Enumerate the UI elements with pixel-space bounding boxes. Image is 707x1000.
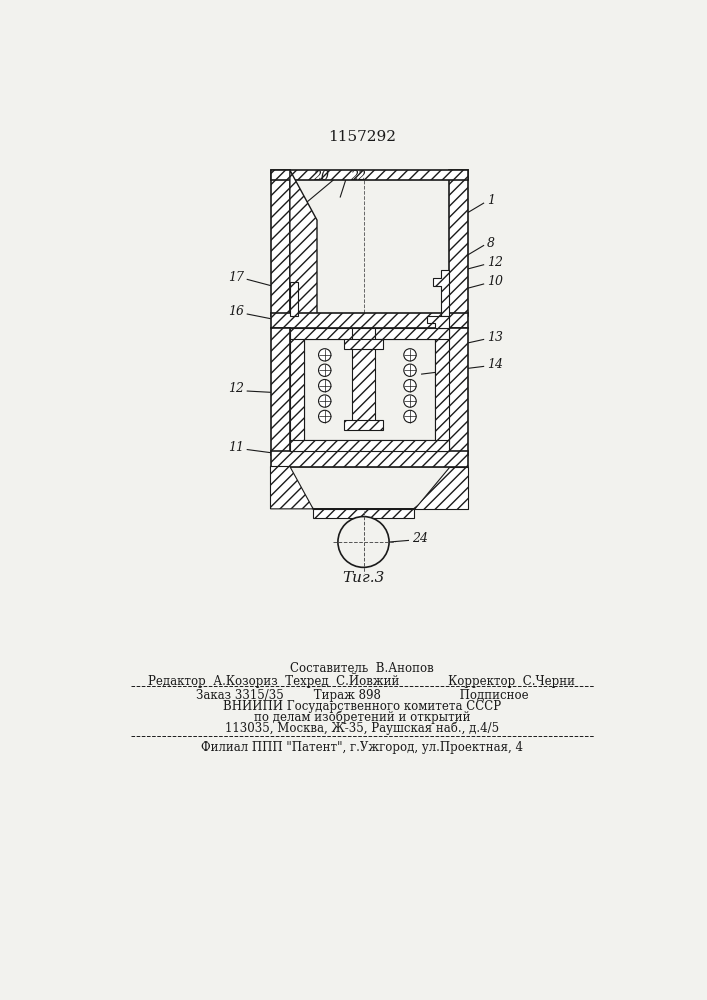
- Circle shape: [404, 379, 416, 392]
- Circle shape: [404, 395, 416, 407]
- Text: 20: 20: [313, 170, 329, 183]
- Circle shape: [319, 364, 331, 376]
- Text: 14: 14: [486, 358, 503, 371]
- Text: Составитель  В.Анопов: Составитель В.Анопов: [290, 662, 434, 675]
- Polygon shape: [414, 466, 468, 509]
- Text: 1: 1: [486, 194, 495, 207]
- Text: 12: 12: [486, 256, 503, 269]
- Bar: [271, 328, 290, 455]
- Bar: [344, 339, 383, 349]
- Polygon shape: [271, 466, 468, 509]
- Text: 17: 17: [228, 271, 244, 284]
- Polygon shape: [271, 466, 313, 509]
- Bar: [449, 170, 468, 316]
- Polygon shape: [433, 270, 449, 316]
- Circle shape: [404, 410, 416, 423]
- Text: по делам изобретений и открытий: по делам изобретений и открытий: [254, 711, 470, 724]
- Text: 10: 10: [486, 275, 503, 288]
- Text: 24: 24: [411, 532, 428, 545]
- Text: Τиг.3: Τиг.3: [342, 571, 385, 585]
- Bar: [271, 312, 468, 328]
- Bar: [344, 420, 383, 430]
- Bar: [290, 282, 298, 316]
- Text: 12: 12: [228, 382, 244, 395]
- Text: 1157292: 1157292: [328, 130, 396, 144]
- Text: 11: 11: [228, 441, 244, 454]
- Bar: [290, 328, 304, 451]
- Polygon shape: [290, 170, 317, 316]
- Bar: [271, 451, 468, 466]
- Circle shape: [319, 410, 331, 423]
- Circle shape: [338, 517, 389, 567]
- Circle shape: [404, 349, 416, 361]
- Bar: [290, 440, 449, 451]
- Bar: [271, 170, 290, 316]
- Text: 16: 16: [228, 305, 244, 318]
- Bar: [304, 339, 435, 440]
- Text: 8: 8: [486, 237, 495, 250]
- Circle shape: [319, 349, 331, 361]
- Circle shape: [404, 364, 416, 376]
- Circle shape: [319, 379, 331, 392]
- Bar: [352, 328, 375, 424]
- Text: 13: 13: [486, 331, 503, 344]
- Text: Редактор  А.Козориз  Техред  С.Йовжий             Корректор  С.Черни: Редактор А.Козориз Техред С.Йовжий Корре…: [148, 672, 575, 688]
- Circle shape: [319, 395, 331, 407]
- Bar: [449, 328, 468, 455]
- Bar: [435, 328, 449, 451]
- Text: ВНИИПИ Государственного комитета СССР: ВНИИПИ Государственного комитета СССР: [223, 700, 501, 713]
- Text: Филиал ППП "Патент", г.Ужгород, ул.Проектная, 4: Филиал ППП "Патент", г.Ужгород, ул.Проек…: [201, 741, 523, 754]
- Text: 113035, Москва, Ж-35, Раушская наб., д.4/5: 113035, Москва, Ж-35, Раушская наб., д.4…: [225, 722, 499, 735]
- Text: Заказ 3315/35        Тираж 898                     Подписное: Заказ 3315/35 Тираж 898 Подписное: [196, 689, 528, 702]
- Bar: [313, 509, 414, 518]
- Text: 22: 22: [351, 170, 366, 183]
- Bar: [271, 170, 468, 180]
- Bar: [290, 328, 449, 339]
- Polygon shape: [427, 316, 449, 328]
